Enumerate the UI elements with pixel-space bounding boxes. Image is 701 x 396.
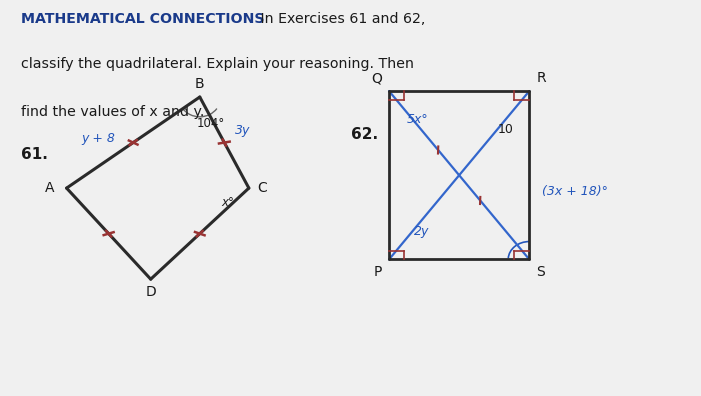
- Text: 104°: 104°: [196, 117, 224, 130]
- Text: C: C: [257, 181, 267, 195]
- Text: B: B: [195, 77, 205, 91]
- Text: P: P: [374, 265, 382, 279]
- Text: x°: x°: [221, 196, 233, 209]
- Text: 61.: 61.: [21, 147, 48, 162]
- Text: 2y: 2y: [414, 225, 429, 238]
- Text: MATHEMATICAL CONNECTIONS: MATHEMATICAL CONNECTIONS: [21, 12, 264, 26]
- Text: S: S: [536, 265, 545, 279]
- Text: 5x°: 5x°: [407, 113, 428, 126]
- Text: 62.: 62.: [350, 127, 378, 142]
- Text: Q: Q: [371, 71, 382, 85]
- Text: R: R: [536, 71, 546, 85]
- Text: 10: 10: [498, 123, 514, 136]
- Text: find the values of x and y.: find the values of x and y.: [21, 105, 205, 119]
- Text: y + 8: y + 8: [82, 132, 116, 145]
- Text: classify the quadrilateral. Explain your reasoning. Then: classify the quadrilateral. Explain your…: [21, 57, 414, 71]
- Text: In Exercises 61 and 62,: In Exercises 61 and 62,: [256, 12, 426, 26]
- Text: A: A: [44, 181, 54, 195]
- Text: (3x + 18)°: (3x + 18)°: [542, 185, 608, 198]
- Text: D: D: [145, 285, 156, 299]
- Text: 3y: 3y: [235, 124, 250, 137]
